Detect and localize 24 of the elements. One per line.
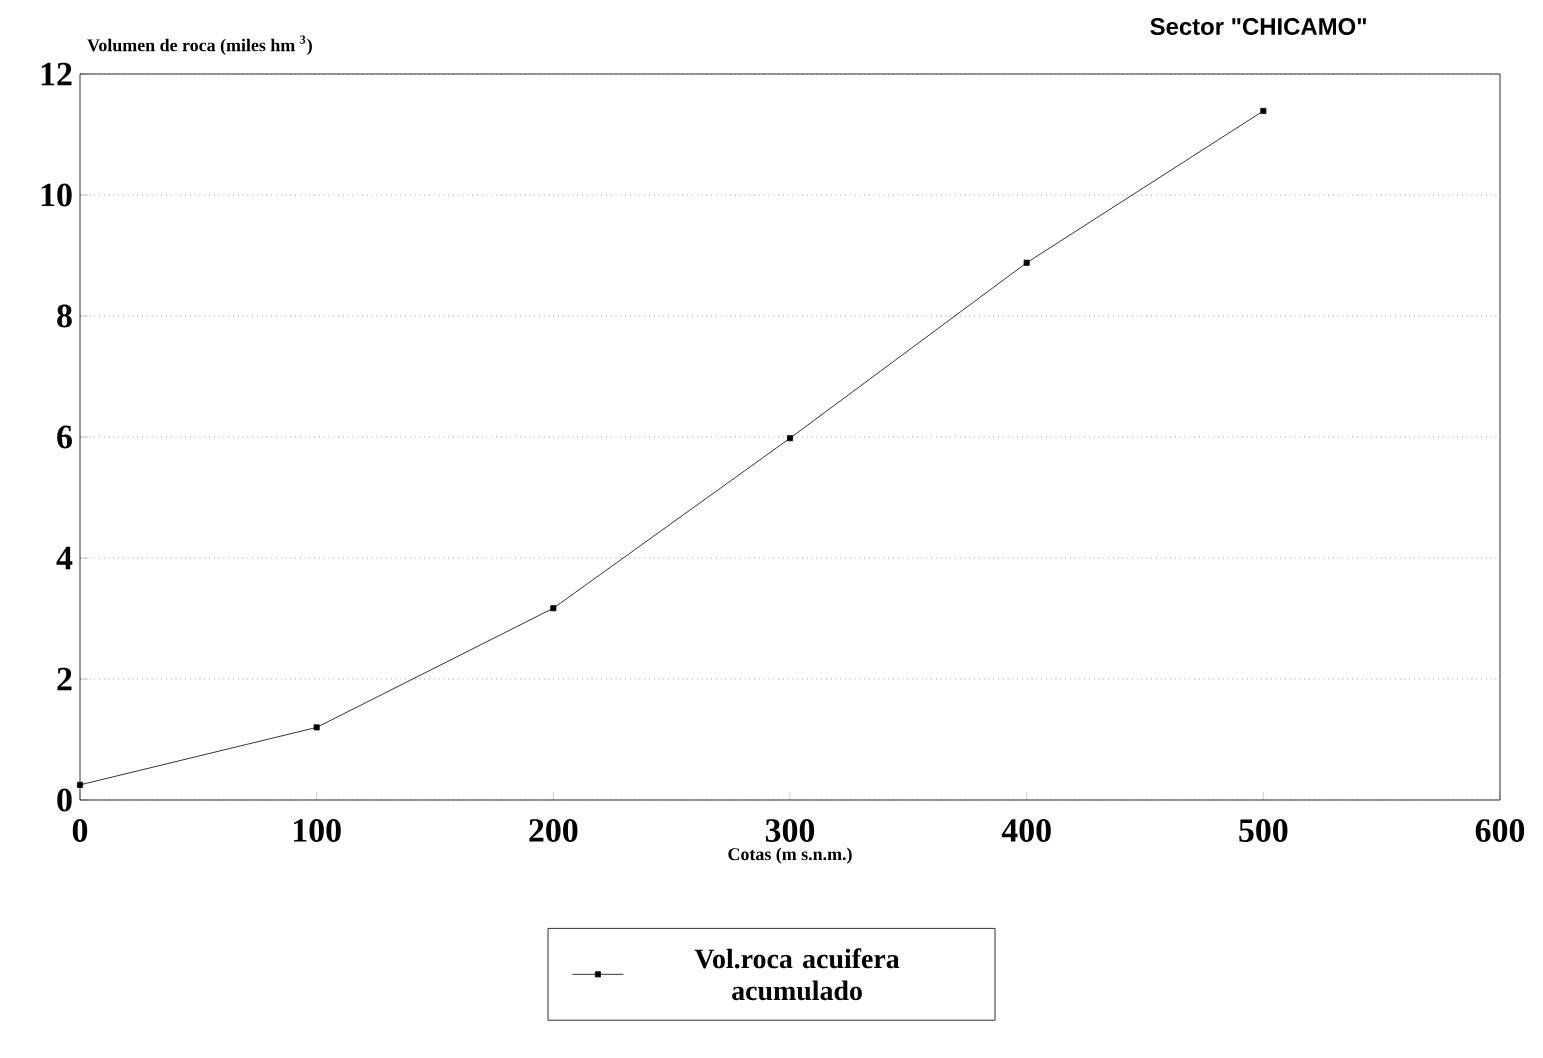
x-tick-label: 400 [1001,819,1051,842]
point [1023,259,1030,266]
y-tick-label: 2 [57,667,72,691]
point [787,435,793,442]
y-axis-title: Volumen de roca (miles hm $^{3}$) [87,35,312,55]
y-tick-label: 8 [57,304,72,328]
point [1260,107,1267,114]
x-tick-label: 200 [529,819,578,842]
point [313,724,320,731]
x-tick-label: 500 [1239,819,1288,842]
x-axis-title: Cotas (m s.n.m.) [728,847,852,864]
y-tick-label: 10 [41,183,72,207]
text: Vol.roca acuifera acumulado [694,948,900,1001]
point [550,605,557,612]
point [77,781,83,788]
y-tick-label: 0 [57,788,72,812]
y-tick-label: 12 [41,62,72,86]
x-tick-label: 600 [1475,819,1525,842]
y-tick-label: 4 [56,546,73,570]
y-tick-label: 6 [57,425,72,449]
x-tick-label: 100 [293,819,341,842]
chart-title: Sector "CHICAMO" [1150,18,1366,35]
x-tick-label: 300 [765,819,815,842]
x-tick-label: 0 [72,819,88,842]
